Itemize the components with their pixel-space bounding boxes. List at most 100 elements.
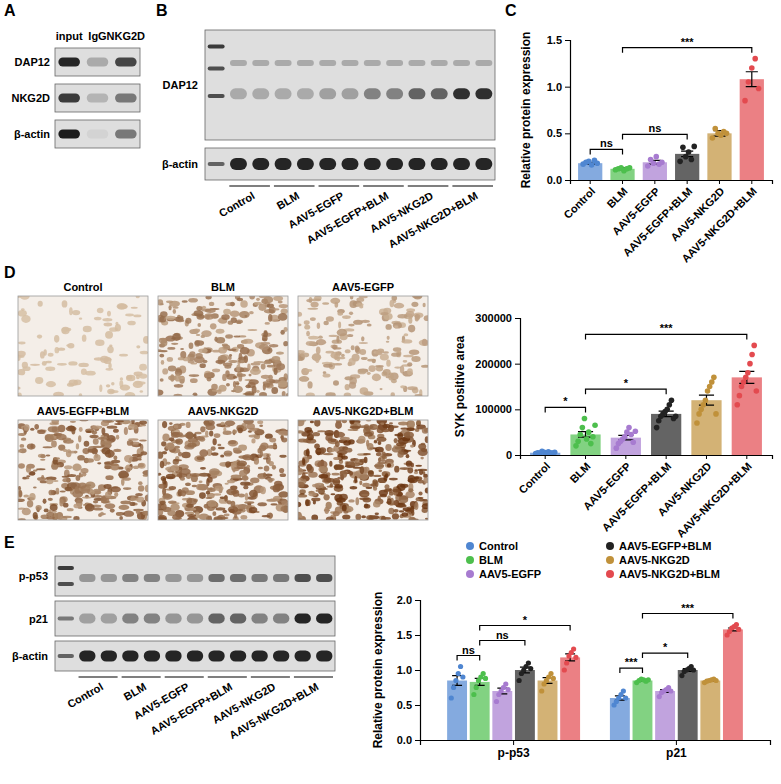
- data-point: [580, 425, 586, 431]
- data-point: [588, 441, 594, 447]
- tissue-stain: [411, 356, 420, 362]
- tissue-stain: [68, 361, 77, 365]
- tissue-stain: [326, 478, 334, 483]
- tissue-stain: [233, 381, 236, 387]
- significance-label: ns: [648, 122, 661, 134]
- blot-band: [115, 94, 137, 103]
- tissue-stain: [369, 424, 378, 430]
- tissue-stain: [211, 446, 216, 451]
- data-point: [742, 98, 748, 104]
- tissue-stain: [256, 390, 260, 393]
- blot-row-label: DAP12: [163, 79, 198, 91]
- tissue-stain: [225, 483, 229, 485]
- significance-bracket: [586, 334, 747, 339]
- tissue-stain: [272, 465, 276, 470]
- tissue-stain: [333, 347, 342, 349]
- tissue-stain: [272, 356, 281, 362]
- tissue-stain: [214, 433, 221, 438]
- bar: [691, 400, 721, 455]
- tissue-stain: [114, 492, 118, 497]
- data-point: [737, 393, 743, 399]
- image-frame: [18, 420, 148, 520]
- tissue-stain: [392, 489, 400, 493]
- tissue-stain: [20, 296, 30, 300]
- data-point: [630, 439, 636, 445]
- y-tick: 200000: [475, 358, 520, 370]
- tissue-stain: [143, 474, 148, 477]
- x-tick: Control: [516, 455, 552, 496]
- tissue-stain: [107, 346, 114, 353]
- tissue-stain: [177, 473, 188, 477]
- tissue-stain: [351, 345, 355, 350]
- tissue-stain: [159, 501, 165, 505]
- blot-band: [79, 614, 95, 624]
- tissue-stain: [334, 464, 344, 470]
- tissue-stain: [420, 457, 423, 460]
- tissue-stain: [262, 453, 271, 457]
- tissue-stain: [374, 441, 378, 444]
- data-point: [745, 370, 751, 376]
- tissue-stain: [92, 430, 97, 434]
- tissue-stain: [390, 392, 394, 396]
- tissue-stain: [66, 426, 77, 432]
- histology-image: [158, 296, 288, 396]
- blot-band: [58, 582, 74, 586]
- significance-bracket: [623, 134, 688, 139]
- tissue-stain: [18, 342, 25, 345]
- data-point: [590, 434, 596, 440]
- tissue-stain: [330, 483, 333, 488]
- tissue-stain: [172, 514, 181, 520]
- tissue-stain: [376, 452, 382, 456]
- x-axis: ControlBLMAAV5-EGFPAAV5-EGFP+BLMAAV5-NKG…: [561, 180, 772, 265]
- tissue-stain: [422, 503, 428, 509]
- blot-band: [431, 88, 448, 99]
- tissue-stain: [140, 351, 148, 355]
- data-point: [734, 402, 740, 408]
- y-tick-label: 1.5: [547, 34, 562, 46]
- tissue-stain: [114, 423, 122, 425]
- image-title: AAV5-NKG2D: [188, 405, 259, 417]
- data-point: [481, 671, 486, 676]
- tissue-stain: [355, 346, 360, 353]
- tissue-stain: [366, 440, 369, 447]
- blot-band: [364, 88, 381, 99]
- blot-band: [87, 130, 109, 139]
- tissue-stain: [280, 506, 288, 512]
- tissue-stain: [175, 374, 181, 381]
- bar: [707, 133, 731, 180]
- tissue-stain: [190, 473, 200, 477]
- tissue-stain: [413, 296, 422, 299]
- tissue-stain: [69, 379, 78, 385]
- x-tick-mark: [585, 455, 586, 459]
- blot-band: [122, 614, 138, 624]
- tissue-stain: [139, 421, 147, 425]
- tissue-stain: [411, 510, 414, 515]
- data-point: [584, 436, 590, 442]
- tissue-stain: [355, 514, 361, 520]
- histology-image: [298, 420, 428, 520]
- tissue-stain: [169, 486, 176, 490]
- blot-band: [386, 158, 403, 170]
- tissue-stain: [399, 496, 409, 503]
- x-tick-mark: [622, 180, 623, 184]
- tissue-stain: [269, 344, 278, 347]
- tissue-stain: [89, 435, 98, 439]
- blot-panel-b: DAP12β-actinControlBLMAAV5-EGFPAAV5-EGFP…: [162, 30, 495, 250]
- tissue-stain: [221, 314, 230, 320]
- tissue-stain: [199, 473, 210, 477]
- bar: [740, 79, 764, 180]
- tissue-stain: [101, 440, 112, 445]
- image-frame: [18, 296, 148, 396]
- blot-band: [252, 88, 269, 99]
- tissue-stain: [182, 300, 188, 302]
- data-point: [586, 429, 592, 435]
- blot-band: [295, 574, 311, 582]
- tissue-stain: [418, 497, 424, 499]
- tissue-stain: [107, 426, 118, 429]
- chart: 0100000200000300000ControlBLMAAV5-EGFPAA…: [453, 312, 773, 540]
- x-tick-label: AAV5-NKG2D+BLM: [674, 460, 754, 540]
- tissue-stain: [160, 378, 164, 381]
- tissue-stain: [186, 504, 194, 508]
- blot-band: [319, 88, 336, 99]
- tissue-stain: [142, 511, 148, 516]
